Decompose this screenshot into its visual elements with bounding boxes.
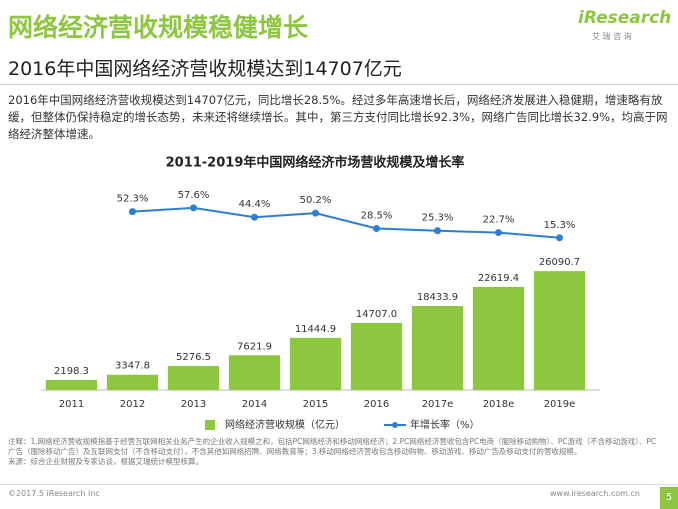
bar [411, 306, 464, 390]
subtitle: 2016年中国网络经济营收规模达到14707亿元 [8, 58, 402, 80]
data-label: 50.2% [300, 195, 332, 206]
bar [167, 365, 220, 390]
x-tick-label: 2017e [422, 399, 454, 410]
data-label: 5276.5 [176, 352, 211, 363]
divider [0, 84, 678, 85]
url: www.iresearch.com.cn [550, 489, 640, 498]
data-label: 14707.0 [356, 309, 397, 320]
slide-title: 网络经济营收规模稳健增长 [8, 13, 309, 42]
x-tick-label: 2018e [483, 399, 515, 410]
logo: iResearch [578, 8, 672, 28]
copyright: ©2017.5 iResearch Inc [8, 489, 100, 498]
legend-swatch [205, 420, 215, 430]
data-label: 52.3% [117, 194, 149, 205]
data-label: 44.4% [239, 199, 271, 210]
data-label: 57.6% [178, 190, 210, 201]
bar [106, 374, 159, 390]
divider [0, 484, 678, 485]
bar [350, 323, 403, 390]
point [495, 229, 502, 237]
point [434, 227, 441, 235]
chart-title: 2011-2019年中国网络经济市场营收规模及增长率 [166, 155, 465, 171]
notes: 注释：1.网络经济营收规模指基于经营互联网相关业务产生的企业收入规模之和，包括P… [8, 437, 663, 467]
x-tick-label: 2013 [181, 399, 206, 410]
data-label: 26090.7 [539, 257, 580, 268]
point [556, 234, 563, 242]
data-label: 28.5% [361, 210, 393, 221]
data-label: 3347.8 [115, 361, 150, 372]
data-label: 11444.9 [295, 324, 336, 335]
point [129, 208, 136, 216]
page-number: 5 [660, 487, 678, 509]
point [251, 213, 258, 221]
point [190, 204, 197, 212]
x-tick-label: 2015 [303, 399, 328, 410]
line [132, 206, 560, 239]
bar [228, 355, 281, 390]
data-label: 22619.4 [478, 273, 519, 284]
bar [472, 286, 525, 390]
data-label: 15.3% [544, 220, 576, 231]
x-tick-label: 2014 [242, 399, 267, 410]
legend-swatch [392, 422, 398, 428]
point [312, 209, 319, 217]
data-label: 25.3% [422, 213, 454, 224]
x-tick-label: 2019e [544, 399, 576, 410]
logo-sub: 艾 瑞 咨 询 [592, 32, 632, 41]
x-tick-label: 2012 [120, 399, 145, 410]
data-label: 22.7% [483, 215, 515, 226]
x-tick-label: 2011 [59, 399, 84, 410]
legend-label: 年增长率（%） [410, 418, 480, 431]
data-label: 7621.9 [237, 341, 272, 352]
bar [45, 379, 98, 390]
data-label: 2198.3 [54, 366, 89, 377]
point [373, 224, 380, 232]
note: 来源：综合企业财报及专家访谈，根据艾瑞统计模型核算。 [8, 457, 203, 466]
note: 注释：1.网络经济营收规模指基于经营互联网相关业务产生的企业收入规模之和，包括P… [8, 437, 657, 456]
x-tick-label: 2016 [364, 399, 389, 410]
bar [289, 337, 342, 390]
legend-label: 网络经济营收规模（亿元） [225, 418, 345, 431]
bar [533, 271, 586, 390]
summary: 2016年中国网络经济营收规模达到14707亿元，同比增长28.5%。经过多年高… [8, 93, 668, 141]
data-label: 18433.9 [417, 292, 458, 303]
